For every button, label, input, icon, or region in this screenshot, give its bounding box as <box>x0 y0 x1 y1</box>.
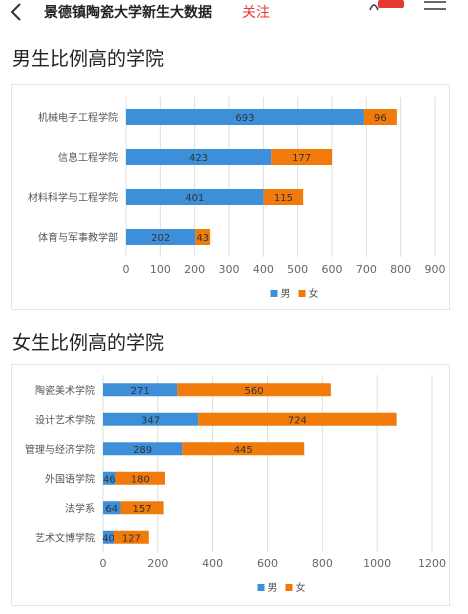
bar-female <box>182 442 305 456</box>
x-tick-label: 300 <box>219 263 240 276</box>
x-tick-label: 100 <box>150 263 171 276</box>
follow-button[interactable]: 关注 <box>242 5 270 21</box>
data-label: 96 <box>374 113 387 124</box>
bar-female <box>120 501 164 515</box>
x-tick-label: 700 <box>356 263 377 276</box>
legend-swatch-female <box>285 584 293 591</box>
x-tick-label: 200 <box>184 263 205 276</box>
bar-male <box>103 501 121 515</box>
x-tick-label: 0 <box>100 557 107 570</box>
category-label: 艺术文博学院 <box>35 531 95 544</box>
category-label: 管理与经济学院 <box>25 443 95 456</box>
x-tick-label: 400 <box>202 557 223 570</box>
bar-male <box>103 471 116 485</box>
top-bar: 景德镇陶瓷大学新生大数据 关注 <box>0 0 468 26</box>
legend-swatch-male <box>257 584 265 591</box>
category-label: 材料科学与工程学院 <box>28 191 118 204</box>
data-label: 177 <box>292 153 311 164</box>
bar-female <box>271 149 332 165</box>
legend-label-female: 女 <box>309 287 319 300</box>
x-tick-label: 200 <box>147 557 168 570</box>
section-title-female: 女生比例高的学院 <box>12 332 165 354</box>
data-label: 271 <box>131 386 150 397</box>
category-label: 信息工程学院 <box>58 151 118 164</box>
data-label: 724 <box>288 415 307 426</box>
x-tick-label: 1200 <box>418 557 446 570</box>
category-label: 法学系 <box>65 502 95 515</box>
bar-female <box>115 471 165 485</box>
data-label: 289 <box>133 445 152 456</box>
bar-male <box>103 530 114 544</box>
data-label: 127 <box>122 533 141 544</box>
data-label: 64 <box>105 504 118 515</box>
data-label: 202 <box>151 233 170 244</box>
notification-icon[interactable] <box>369 0 404 11</box>
category-label: 体育与军事教学部 <box>38 231 118 244</box>
data-label: 115 <box>274 193 293 204</box>
bar-male <box>103 442 183 456</box>
legend-swatch-male <box>270 290 278 297</box>
x-tick-label: 400 <box>253 263 274 276</box>
data-label: 180 <box>131 474 150 485</box>
bar-female <box>177 383 331 397</box>
category-label: 机械电子工程学院 <box>38 111 118 124</box>
bar-male <box>126 189 264 205</box>
data-label: 40 <box>102 533 115 544</box>
legend-label-male: 男 <box>268 582 278 594</box>
data-label: 445 <box>234 445 253 456</box>
data-label: 693 <box>235 113 254 124</box>
data-label: 157 <box>133 504 152 515</box>
legend-label-male: 男 <box>281 288 291 300</box>
data-label: 43 <box>196 233 209 244</box>
bar-male <box>103 383 178 397</box>
legend-swatch-female <box>298 290 306 297</box>
x-tick-label: 600 <box>257 557 278 570</box>
data-label: 46 <box>103 474 116 485</box>
chart-card-male: 0 100 200 300 400 500 600 700 800 900 机械电子工程学院 693 9… <box>11 84 450 310</box>
data-label: 347 <box>141 415 160 426</box>
data-label: 560 <box>245 386 264 397</box>
category-label: 外国语学院 <box>45 472 95 485</box>
page-title: 景德镇陶瓷大学新生大数据 <box>44 5 212 21</box>
back-arrow-icon[interactable] <box>8 2 26 22</box>
x-tick-label: 800 <box>390 263 411 276</box>
female-ratio-chart: 0 200 400 600 800 1000 1200 陶瓷美术学院 271 560 设计艺术学院 3… <box>25 375 446 594</box>
x-tick-label: 500 <box>287 263 308 276</box>
data-label: 401 <box>185 193 204 204</box>
male-ratio-chart: 0 100 200 300 400 500 600 700 800 900 机械电子工程学院 693 9… <box>28 97 446 300</box>
bar-female <box>198 412 397 426</box>
bar-male <box>126 109 364 125</box>
bar-male <box>126 229 196 245</box>
x-tick-label: 600 <box>322 263 343 276</box>
x-tick-label: 0 <box>123 263 130 276</box>
x-tick-label: 900 <box>425 263 446 276</box>
bar-female <box>195 229 211 245</box>
x-tick-label: 1000 <box>363 557 391 570</box>
section-title-male: 男生比例高的学院 <box>12 48 165 70</box>
data-label: 423 <box>189 153 208 164</box>
bar-male <box>126 149 272 165</box>
bar-female <box>113 530 149 544</box>
category-label: 设计艺术学院 <box>35 413 95 426</box>
menu-icon[interactable] <box>424 1 446 10</box>
bar-male <box>103 412 199 426</box>
category-label: 陶瓷美术学院 <box>35 384 95 397</box>
x-tick-label: 800 <box>312 557 333 570</box>
legend-label-female: 女 <box>296 581 306 594</box>
top-actions <box>369 0 446 11</box>
bar-female <box>363 109 397 125</box>
bar-female <box>263 189 304 205</box>
chart-card-female: 0 200 400 600 800 1000 1200 陶瓷美术学院 271 560 设计艺术学院 3… <box>11 364 450 606</box>
